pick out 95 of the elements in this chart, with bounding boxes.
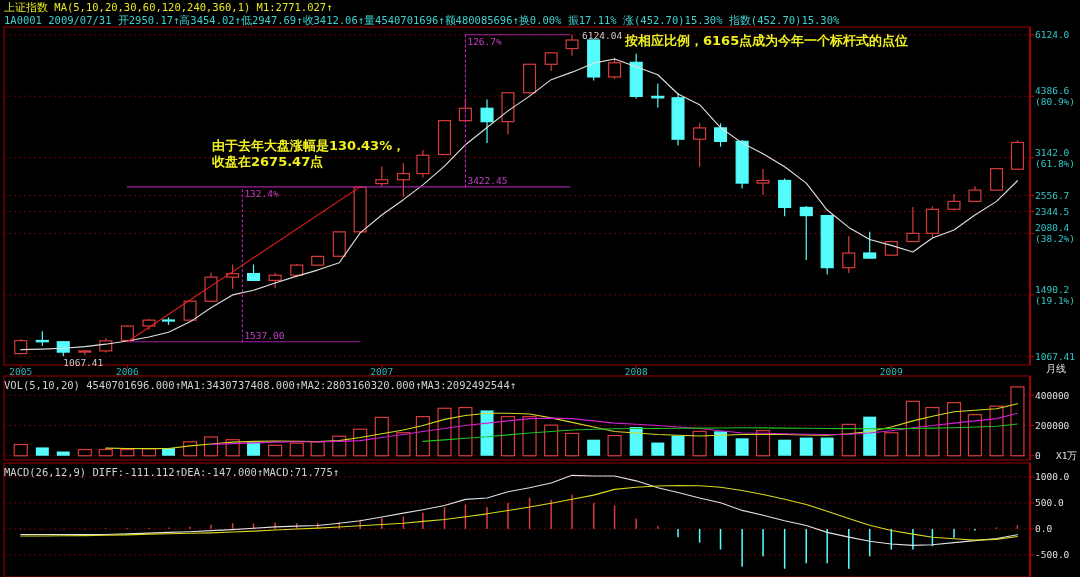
x-tick-label: 2009 [879,365,904,377]
bar [56,451,70,456]
chart-title: MACD(26,12,9) DIFF:-111.112↑DEA:-147.000↑MACD:71.775↑ [4,466,340,478]
bar [564,432,580,457]
bar [607,434,622,457]
y-axis-title: X1万 [1056,450,1078,461]
line-series [20,484,1018,541]
candlestick [396,162,410,198]
x-tick-label: 2007 [370,365,394,377]
bar [820,437,834,456]
y-tick-label: -500.0 [1035,549,1070,561]
bar [692,430,707,457]
candlestick [799,205,813,261]
chart-subtitle: 1A0001 2009/07/31 开2950.17↑高3454.02↑低2947.69↑收3412.06↑量4540701696↑额480085696↑换0.00% 振17.11% 涨(452.70)15.30% 指数(452.70)15.30% [4,14,841,26]
bar [544,424,559,457]
bar [268,444,283,457]
bar [310,441,325,457]
annotation: 收盘在2675.47点 [212,154,324,169]
bar [651,442,665,456]
annotation: 1067.41 [63,357,104,369]
candlestick [906,206,920,243]
line-series [422,423,1018,442]
bar [884,432,899,457]
bar [120,448,135,457]
bar [35,447,49,456]
line-series [105,403,1018,450]
bar [587,439,601,456]
candlestick [416,149,430,179]
bar [458,406,473,457]
annotation: 3422.45 [467,174,508,186]
x-tick-label: 2005 [9,365,33,377]
line-series [210,412,1018,445]
bar [629,427,643,456]
bar [989,405,1004,457]
bar [735,438,749,456]
candlestick [756,168,770,196]
annotation: 126.7% [467,35,503,47]
annotation: 132.4% [244,187,279,199]
bar [415,416,430,457]
candlestick [863,231,877,260]
y-tick-label: 2080.4 (38.2%) [1035,222,1076,245]
y-tick-label: 3142.0 (61.8%) [1035,146,1076,169]
bar [183,441,198,457]
bar [714,431,728,456]
y-tick-label: 6124.0 [1035,29,1070,41]
bar [1010,386,1025,457]
x-tick-label: 2008 [624,365,648,377]
y-tick-label: 2344.5 [1035,206,1070,217]
y-tick-label: 400000 [1035,389,1070,401]
candlestick [544,52,558,72]
bar [863,416,877,456]
candlestick [565,34,579,57]
y-tick-label: 0.0 [1035,523,1053,535]
bar [203,436,219,457]
bar [778,439,792,456]
bar [905,400,920,457]
bar [799,437,813,456]
y-tick-label: 1067.41 [1035,350,1076,362]
text: 月线 [1046,363,1066,374]
x-tick-label: 2006 [115,365,140,377]
annotation: 由于去年大盘涨幅是130.43%， [212,138,406,153]
bar [374,416,389,457]
bar [98,448,113,457]
bar [396,432,411,457]
bar [77,448,92,457]
y-tick-label: 1490.2 (19.1%) [1035,283,1076,306]
y-tick-label: 500.0 [1035,497,1064,509]
bar [289,442,304,457]
bar [437,407,452,457]
candlestick [713,122,728,148]
chart-title: VOL(5,10,20) 4540701696.000↑MA1:3430737408.000↑MA2:2803160320.000↑MA3:2092492544↑ [4,379,517,391]
candlestick [480,98,494,144]
candlestick [693,122,707,168]
y-tick-label: 1000.0 [1035,471,1070,483]
annotation: 1537.00 [244,329,285,341]
y-tick-label: 2556.7 [1035,190,1070,202]
candlestick [842,235,856,274]
chart-title: 上证指数 MA(5,10,20,30,60,120,240,360,1) M1:2771.027↑ [4,1,333,13]
bar [946,402,962,457]
candlestick [226,263,240,290]
y-tick-label: 4386.6 (80.9%) [1035,85,1076,108]
bar [500,416,516,457]
bar [967,414,983,457]
annotation: 6124.04 [582,29,623,41]
bar [671,435,685,456]
bar [480,410,494,456]
candlestick [375,165,389,188]
y-tick-label: 200000 [1035,419,1070,431]
candlestick [990,167,1004,191]
annotation: 按相应比例，6165点成为今年一个标杆式的点位 [624,33,909,48]
y-tick-label: 0 [1035,450,1041,462]
bar [925,406,940,457]
line-series [20,58,1018,351]
bar [522,416,537,457]
bar [13,443,28,457]
